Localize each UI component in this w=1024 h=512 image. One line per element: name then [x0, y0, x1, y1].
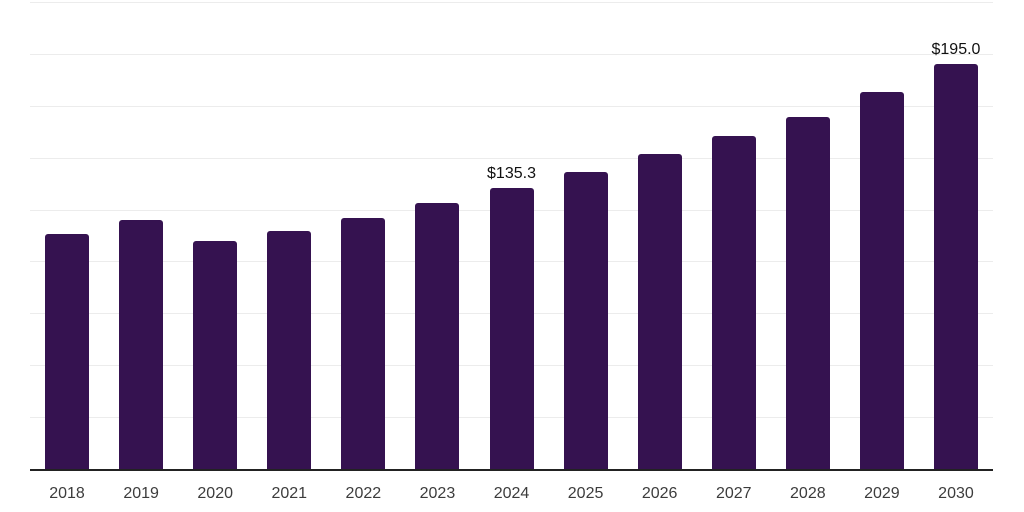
gridline-150 [30, 157, 993, 159]
bar-band-2018 [30, 2, 104, 469]
x-tick-2020: 2020 [197, 485, 233, 502]
bar-2018 [45, 234, 90, 469]
x-tick-2021: 2021 [271, 485, 308, 502]
x-axis-line [30, 469, 993, 471]
bar-2023 [415, 202, 460, 469]
x-tick-2028: 2028 [790, 485, 826, 502]
x-tick-2022: 2022 [345, 485, 382, 502]
x-tick-2029: 2029 [864, 485, 900, 502]
data-label-2024: $135.3 [487, 165, 536, 183]
x-tick-2027: 2027 [715, 485, 752, 502]
bar-2021 [267, 230, 312, 469]
bar-band-2028 [771, 2, 845, 469]
gridline-225 [30, 2, 993, 3]
bar-band-2026 [623, 2, 697, 469]
bar-2019 [119, 220, 164, 469]
gridline-200 [30, 53, 993, 55]
x-tick-2025: 2025 [567, 485, 604, 502]
data-label-2030: $195.0 [931, 41, 981, 59]
gridline-175 [30, 105, 993, 107]
bar-2024 [489, 188, 534, 469]
bar-2027 [711, 135, 756, 469]
bar-band-2021 [252, 2, 326, 469]
bar-2030 [933, 64, 978, 469]
x-tick-2030: 2030 [938, 485, 974, 502]
x-tick-2024: 2024 [493, 485, 530, 502]
x-tick-2018: 2018 [49, 485, 85, 502]
x-tick-2019: 2019 [123, 485, 159, 502]
bar-band-2029 [845, 2, 919, 469]
x-axis-tick-labels: 2018 2019 2020 2021 2022 2023 2024 2025 2026 2027… [30, 484, 993, 503]
bar-2026 [637, 154, 682, 469]
bar-band-2024: $135.3 [474, 2, 548, 469]
bar-band-2023 [400, 2, 474, 469]
x-tick-2023: 2023 [419, 485, 456, 502]
bar-2025 [563, 172, 608, 469]
bar-band-2019 [104, 2, 178, 469]
x-tick-2026: 2026 [641, 485, 678, 502]
bar-band-2022 [326, 2, 400, 469]
plot-area: $135.3 $195.0 [30, 2, 993, 469]
bar-series: $135.3 $195.0 [30, 2, 993, 469]
bar-2022 [341, 217, 386, 469]
bar-band-2027 [697, 2, 771, 469]
bar-2029 [859, 91, 904, 469]
bar-band-2025 [549, 2, 623, 469]
bar-2028 [785, 116, 830, 469]
bar-band-2020 [178, 2, 252, 469]
bar-band-2030: $195.0 [919, 2, 993, 469]
bar-2020 [193, 240, 238, 469]
